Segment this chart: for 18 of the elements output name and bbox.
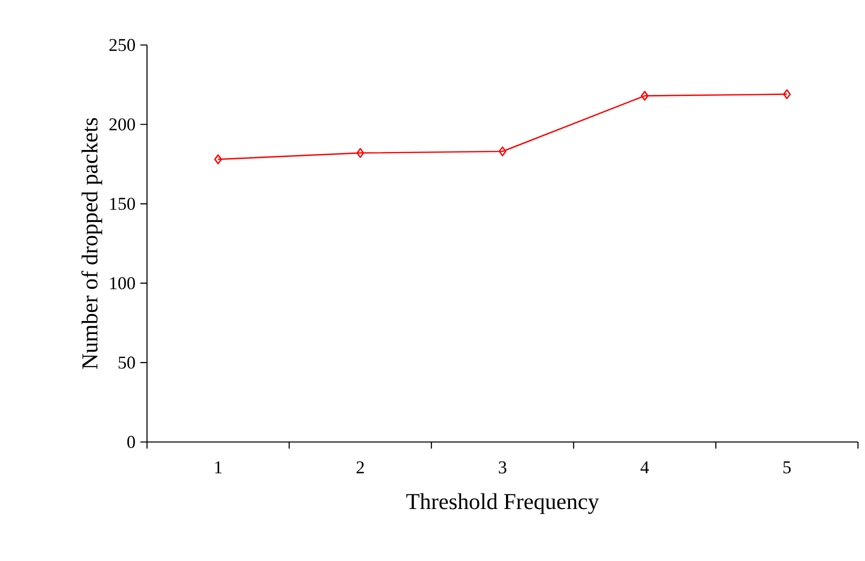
point: [498, 146, 506, 156]
y-tick-label: 200: [109, 118, 135, 130]
x-axis-title: Threshold Frequency: [406, 493, 600, 514]
x-tick-label: 2: [356, 461, 364, 474]
y-axis-title: Number of dropped packets: [81, 118, 102, 370]
point: [356, 148, 364, 158]
y-tick-label: 0: [127, 436, 135, 448]
y-tick-label: 150: [110, 198, 135, 210]
y-tick-label: 250: [109, 38, 135, 52]
x-tick-label: 3: [498, 461, 506, 474]
y-tick-label: 50: [118, 356, 135, 369]
x-tick-label: 4: [640, 461, 649, 474]
x-tick-label: 1: [215, 461, 222, 474]
y-tick-label: 100: [110, 277, 135, 290]
point: [214, 154, 222, 164]
x-tick-label: 5: [783, 461, 791, 474]
point: [640, 90, 649, 101]
point: [783, 89, 791, 100]
